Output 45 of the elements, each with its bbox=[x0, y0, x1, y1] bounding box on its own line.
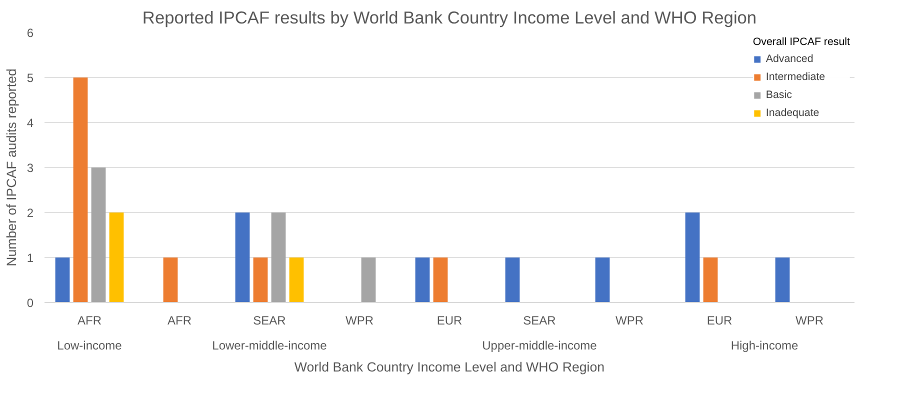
x-axis-title: World Bank Country Income Level and WHO Region bbox=[294, 360, 605, 374]
bar bbox=[595, 258, 610, 302]
bar bbox=[55, 258, 70, 302]
bar bbox=[505, 258, 520, 302]
chart-title: Reported IPCAF results by World Bank Country Income Level and WHO Region bbox=[142, 8, 757, 28]
x-tick-label: WPR bbox=[796, 314, 824, 328]
legend-title: Overall IPCAF result bbox=[752, 36, 850, 48]
text: Low-income bbox=[57, 338, 122, 352]
bar bbox=[73, 78, 88, 302]
text: Lower-middle-income bbox=[212, 338, 328, 352]
legend-label: Basic bbox=[766, 89, 792, 101]
x-tick-label: WPR bbox=[616, 314, 644, 328]
bar bbox=[109, 212, 124, 302]
text: Upper-middle-income bbox=[482, 338, 598, 352]
x-tick-label: SEAR bbox=[523, 314, 556, 328]
y-tick-label: 5 bbox=[26, 71, 34, 85]
bar bbox=[253, 258, 268, 302]
y-tick-label: 6 bbox=[26, 26, 34, 40]
legend-label: Advanced bbox=[766, 53, 814, 65]
bar bbox=[685, 212, 700, 302]
bar bbox=[163, 258, 178, 302]
x-tick-label: EUR bbox=[706, 314, 732, 328]
bar bbox=[289, 258, 304, 302]
y-tick-label: 0 bbox=[26, 296, 34, 310]
bar bbox=[361, 258, 376, 302]
y-tick-label: 4 bbox=[26, 116, 34, 130]
x-tick-label: AFR bbox=[168, 314, 192, 328]
bar bbox=[703, 258, 718, 302]
legend-label: Inadequate bbox=[766, 107, 820, 119]
x-tick-label: EUR bbox=[436, 314, 462, 328]
bar bbox=[91, 168, 106, 302]
text: High-income bbox=[730, 338, 799, 352]
bar bbox=[235, 212, 250, 302]
x-tick-label: AFR bbox=[78, 314, 102, 328]
bar bbox=[415, 258, 430, 302]
x-tick-label: WPR bbox=[346, 314, 374, 328]
x-tick-label: SEAR bbox=[253, 314, 286, 328]
y-tick-label: 3 bbox=[26, 161, 34, 175]
y-tick-label: 1 bbox=[26, 251, 34, 265]
bar bbox=[271, 212, 286, 302]
y-tick-label: 2 bbox=[26, 206, 34, 220]
legend-label: Intermediate bbox=[766, 71, 826, 83]
y-axis-title: Number of IPCAF audits reported bbox=[4, 68, 19, 266]
bar bbox=[775, 258, 790, 302]
bar bbox=[433, 258, 448, 302]
